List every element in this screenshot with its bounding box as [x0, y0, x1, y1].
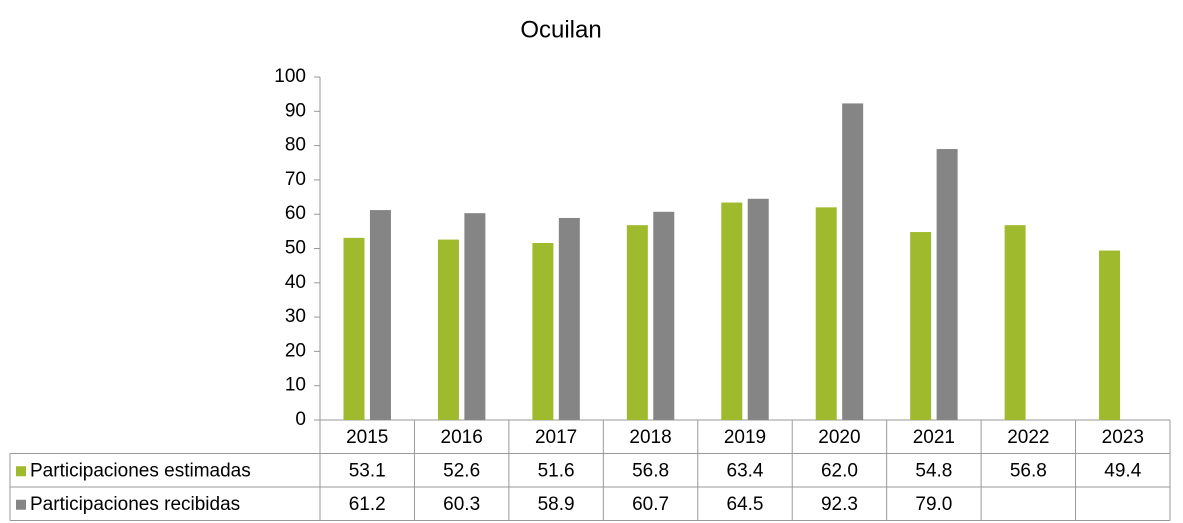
x-tick-label: 2016: [441, 427, 483, 448]
table-value: 62.0: [821, 460, 858, 481]
y-tick-label: 20: [285, 340, 306, 361]
y-tick-label: 30: [285, 306, 306, 327]
bar: [653, 211, 675, 420]
table-value: 64.5: [727, 494, 764, 515]
bar: [626, 225, 648, 420]
bar: [910, 232, 932, 420]
bar: [815, 207, 837, 420]
table-value: 60.7: [632, 494, 669, 515]
table-value: 52.6: [443, 460, 480, 481]
bar: [464, 213, 486, 420]
legend-label: Participaciones recibidas: [30, 494, 240, 515]
bar: [369, 210, 391, 420]
bar: [1004, 225, 1026, 420]
x-tick-label: 2022: [1007, 427, 1049, 448]
table-value: 61.2: [349, 494, 386, 515]
bar: [532, 243, 554, 420]
table-value: 58.9: [538, 494, 575, 515]
legend-label: Participaciones estimadas: [30, 460, 251, 481]
table-value: 53.1: [349, 460, 386, 481]
legend-key: [16, 499, 26, 510]
x-tick-label: 2019: [724, 427, 766, 448]
table-value: 56.8: [1010, 460, 1047, 481]
legend-key: [16, 466, 26, 477]
bar: [437, 239, 459, 420]
table-value: 60.3: [443, 494, 480, 515]
y-tick-label: 80: [285, 135, 306, 156]
x-tick-label: 2020: [818, 427, 860, 448]
table-value: 79.0: [915, 494, 952, 515]
y-tick-label: 100: [274, 66, 306, 87]
bar: [1099, 250, 1121, 420]
bar: [842, 103, 864, 420]
table-value: 56.8: [632, 460, 669, 481]
y-tick-label: 10: [285, 375, 306, 396]
x-tick-label: 2023: [1102, 427, 1144, 448]
bar: [936, 149, 958, 420]
y-tick-label: 40: [285, 272, 306, 293]
y-tick-label: 50: [285, 238, 306, 259]
table-value: 51.6: [538, 460, 575, 481]
y-tick-label: 70: [285, 169, 306, 190]
table-value: 54.8: [915, 460, 952, 481]
bar: [747, 198, 769, 420]
y-tick-label: 90: [285, 100, 306, 121]
table-value: 92.3: [821, 494, 858, 515]
x-tick-label: 2017: [535, 427, 577, 448]
table-value: 63.4: [727, 460, 764, 481]
x-tick-label: 2018: [629, 427, 671, 448]
bar: [721, 202, 743, 420]
bar: [558, 217, 580, 420]
x-tick-label: 2015: [346, 427, 388, 448]
table-value: 49.4: [1104, 460, 1141, 481]
chart-title: Ocuilan: [520, 16, 601, 43]
y-tick-label: 0: [295, 409, 306, 430]
bar: [343, 237, 365, 420]
x-tick-label: 2021: [913, 427, 955, 448]
y-tick-label: 60: [285, 203, 306, 224]
